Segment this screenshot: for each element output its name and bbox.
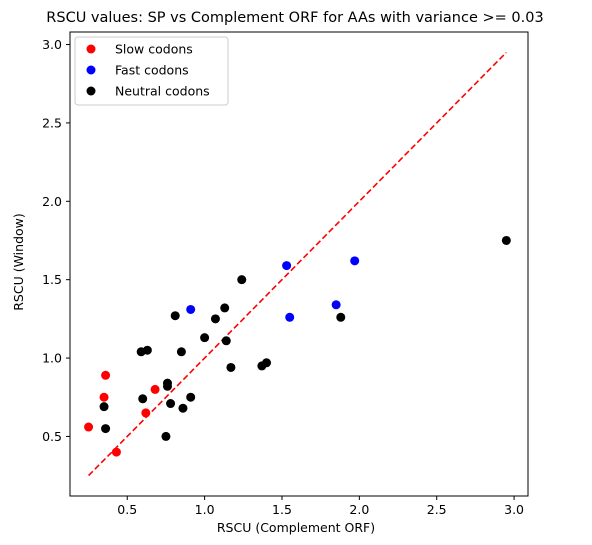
data-point — [150, 384, 160, 394]
data-point — [186, 304, 196, 314]
data-point — [282, 261, 292, 271]
data-point — [178, 403, 188, 413]
series-slow-codons — [84, 370, 160, 457]
x-tick-label: 2.5 — [427, 502, 447, 517]
x-tick-label: 1.0 — [195, 502, 215, 517]
data-point — [101, 424, 111, 434]
series-neutral-codons — [99, 235, 511, 441]
reference-line — [87, 51, 507, 477]
plot-frame — [69, 31, 529, 497]
data-point — [262, 358, 272, 368]
data-point — [161, 431, 171, 441]
data-point — [138, 394, 148, 404]
data-point — [336, 312, 346, 322]
legend: Slow codons Fast codons Neutral codons — [74, 36, 229, 106]
data-point — [99, 392, 109, 402]
data-point — [176, 347, 186, 357]
data-point — [142, 345, 152, 355]
data-point — [111, 447, 121, 457]
legend-marker — [86, 44, 96, 54]
data-point — [101, 370, 111, 380]
legend-marker — [86, 65, 96, 75]
y-tick-label: 0.5 — [42, 429, 62, 444]
series-fast-codons — [186, 256, 360, 322]
data-point — [237, 275, 247, 285]
plot-area: 0.5 1.0 1.5 2.0 2.5 3.0 0.5 1.0 1.5 2.0 2.5 3.0 — [42, 31, 529, 517]
data-point — [186, 392, 196, 402]
data-point — [285, 312, 295, 322]
legend-marker — [86, 86, 96, 96]
data-point — [162, 378, 172, 388]
legend-box — [74, 36, 229, 106]
y-tick-label: 1.5 — [42, 272, 62, 287]
data-point — [331, 300, 341, 310]
legend-label: Slow codons — [115, 42, 193, 57]
x-tick-label: 1.5 — [272, 502, 292, 517]
x-tick-label: 3.0 — [504, 502, 524, 517]
y-tick-label: 2.0 — [42, 194, 62, 209]
y-tick-label: 3.0 — [42, 37, 62, 52]
data-point — [221, 336, 231, 346]
data-point — [350, 256, 360, 266]
data-point — [200, 333, 210, 343]
data-point — [220, 303, 230, 313]
data-point — [226, 362, 236, 372]
y-axis-label: RSCU (Window) — [11, 213, 26, 311]
x-tick-label: 2.0 — [349, 502, 369, 517]
legend-label: Neutral codons — [115, 84, 210, 99]
data-point — [170, 311, 180, 321]
x-axis-label: RSCU (Complement ORF) — [217, 520, 375, 535]
data-point — [141, 408, 151, 418]
data-point — [166, 399, 176, 409]
x-tick-label: 0.5 — [117, 502, 137, 517]
chart-title: RSCU values: SP vs Complement ORF for AA… — [46, 10, 543, 26]
data-point — [99, 402, 109, 412]
data-point — [210, 314, 220, 324]
data-point — [84, 422, 94, 432]
legend-label: Fast codons — [115, 63, 189, 78]
y-tick-label: 2.5 — [42, 115, 62, 130]
y-tick-label: 1.0 — [42, 351, 62, 366]
data-point — [501, 235, 511, 245]
